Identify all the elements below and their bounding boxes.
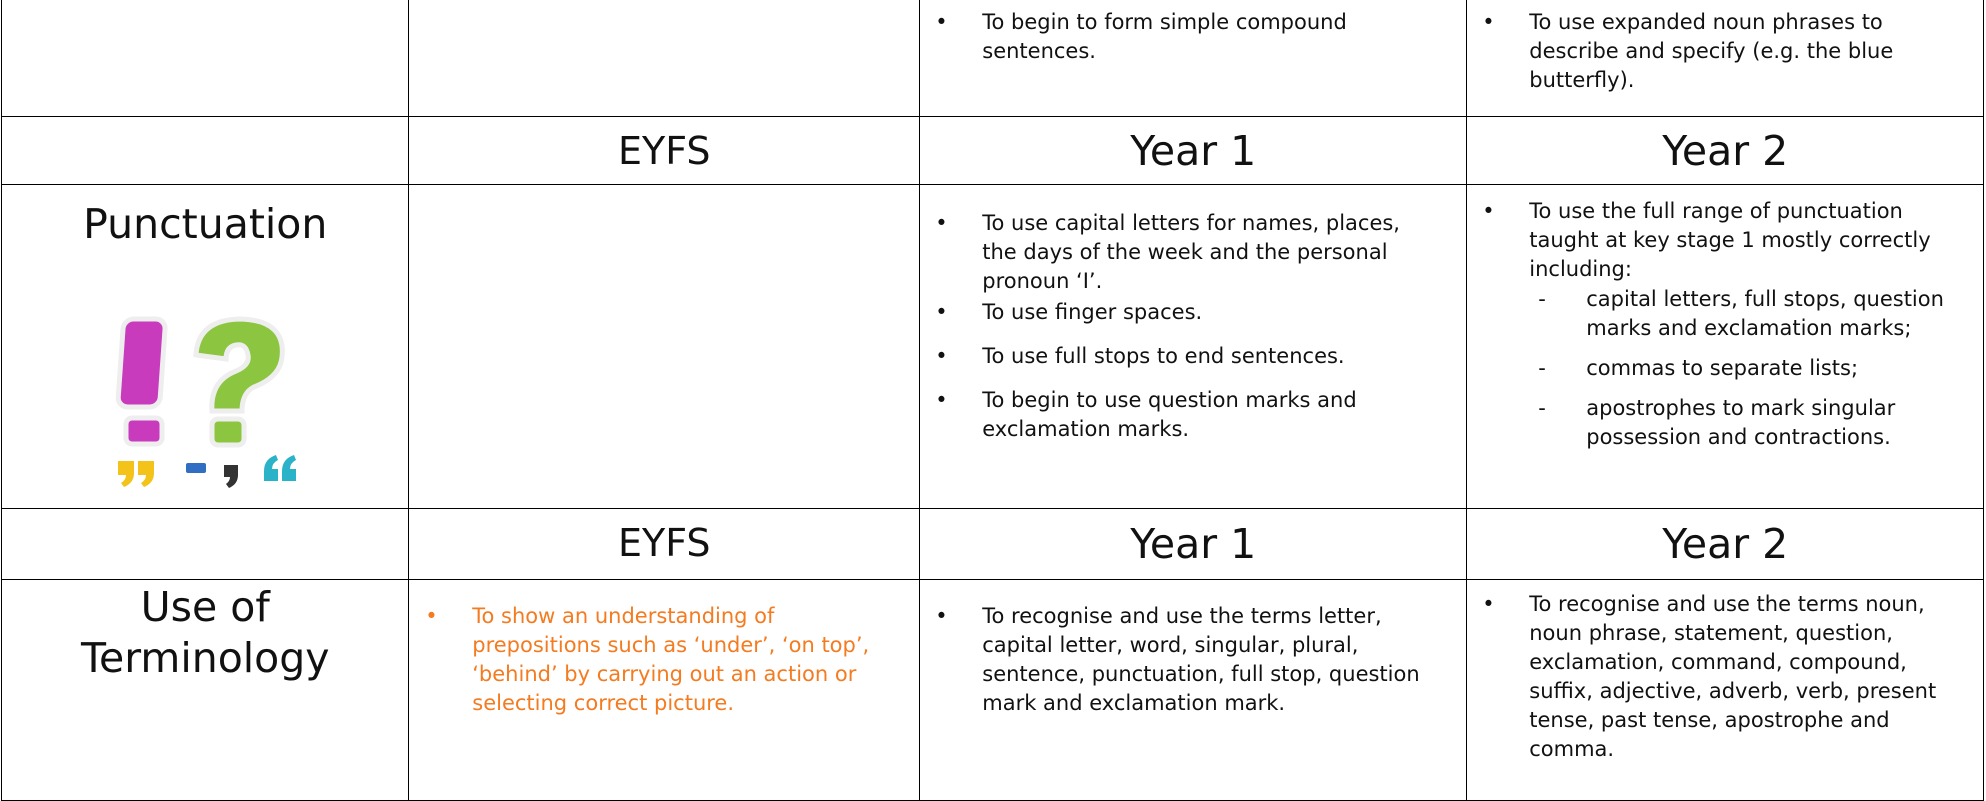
list: To recognise and use the terms letter, c… bbox=[935, 602, 1426, 718]
list-item: To begin to use question marks and excla… bbox=[935, 386, 1426, 444]
cell bbox=[1, 116, 410, 186]
list-item: To show an understanding of prepositions… bbox=[425, 602, 889, 718]
list-item: To recognise and use the terms letter, c… bbox=[935, 602, 1426, 718]
cell: Use of Terminology bbox=[1, 579, 410, 801]
column-header: Year 2 bbox=[1466, 116, 1985, 186]
cell bbox=[408, 0, 921, 118]
cell: To use expanded noun phrases to describe… bbox=[1466, 0, 1985, 118]
list: To use expanded noun phrases to describe… bbox=[1482, 8, 1947, 95]
sub-item: capital letters, full stops, question ma… bbox=[1538, 285, 1947, 343]
column-header: Year 1 bbox=[919, 116, 1468, 186]
list: To show an understanding of prepositions… bbox=[425, 602, 889, 718]
list-item: To use capital letters for names, places… bbox=[935, 209, 1426, 296]
column-header: EYFS bbox=[408, 508, 921, 581]
cell: To use capital letters for names, places… bbox=[919, 184, 1468, 510]
column-header: Year 2 bbox=[1466, 508, 1985, 581]
cell bbox=[408, 184, 921, 510]
sub-item: commas to separate lists; bbox=[1538, 354, 1947, 383]
list-item: To use expanded noun phrases to describe… bbox=[1482, 8, 1947, 95]
list-item: To use full stops to end sentences. bbox=[935, 342, 1426, 371]
list: To begin to form simple compound sentenc… bbox=[935, 8, 1426, 66]
list: To recognise and use the terms noun, nou… bbox=[1482, 590, 1947, 764]
list: To use the full range of punctuation tau… bbox=[1482, 197, 1947, 284]
list-item: To use the full range of punctuation tau… bbox=[1482, 197, 1947, 284]
cell: To begin to form simple compound sentenc… bbox=[919, 0, 1468, 118]
cell: Punctuation bbox=[1, 184, 410, 510]
cell bbox=[1, 0, 410, 118]
row-label: Punctuation bbox=[83, 200, 328, 249]
list-item: To use finger spaces. bbox=[935, 298, 1426, 327]
punctuation-icon bbox=[115, 316, 297, 489]
list-item: To begin to form simple compound sentenc… bbox=[935, 8, 1426, 66]
column-header: Year 1 bbox=[919, 508, 1468, 581]
cell: To recognise and use the terms noun, nou… bbox=[1466, 579, 1985, 801]
cell: To recognise and use the terms letter, c… bbox=[919, 579, 1468, 801]
cell bbox=[1, 508, 410, 581]
column-header: EYFS bbox=[408, 116, 921, 186]
list: To use capital letters for names, places… bbox=[935, 209, 1426, 444]
list-item: To recognise and use the terms noun, nou… bbox=[1482, 590, 1947, 764]
row-label: Use of Terminology bbox=[80, 583, 330, 683]
cell: To use the full range of punctuation tau… bbox=[1466, 184, 1985, 510]
cell: To show an understanding of prepositions… bbox=[408, 579, 921, 801]
sub-item: apostrophes to mark singular possession … bbox=[1538, 394, 1947, 452]
sub-list: capital letters, full stops, question ma… bbox=[1538, 285, 1947, 452]
